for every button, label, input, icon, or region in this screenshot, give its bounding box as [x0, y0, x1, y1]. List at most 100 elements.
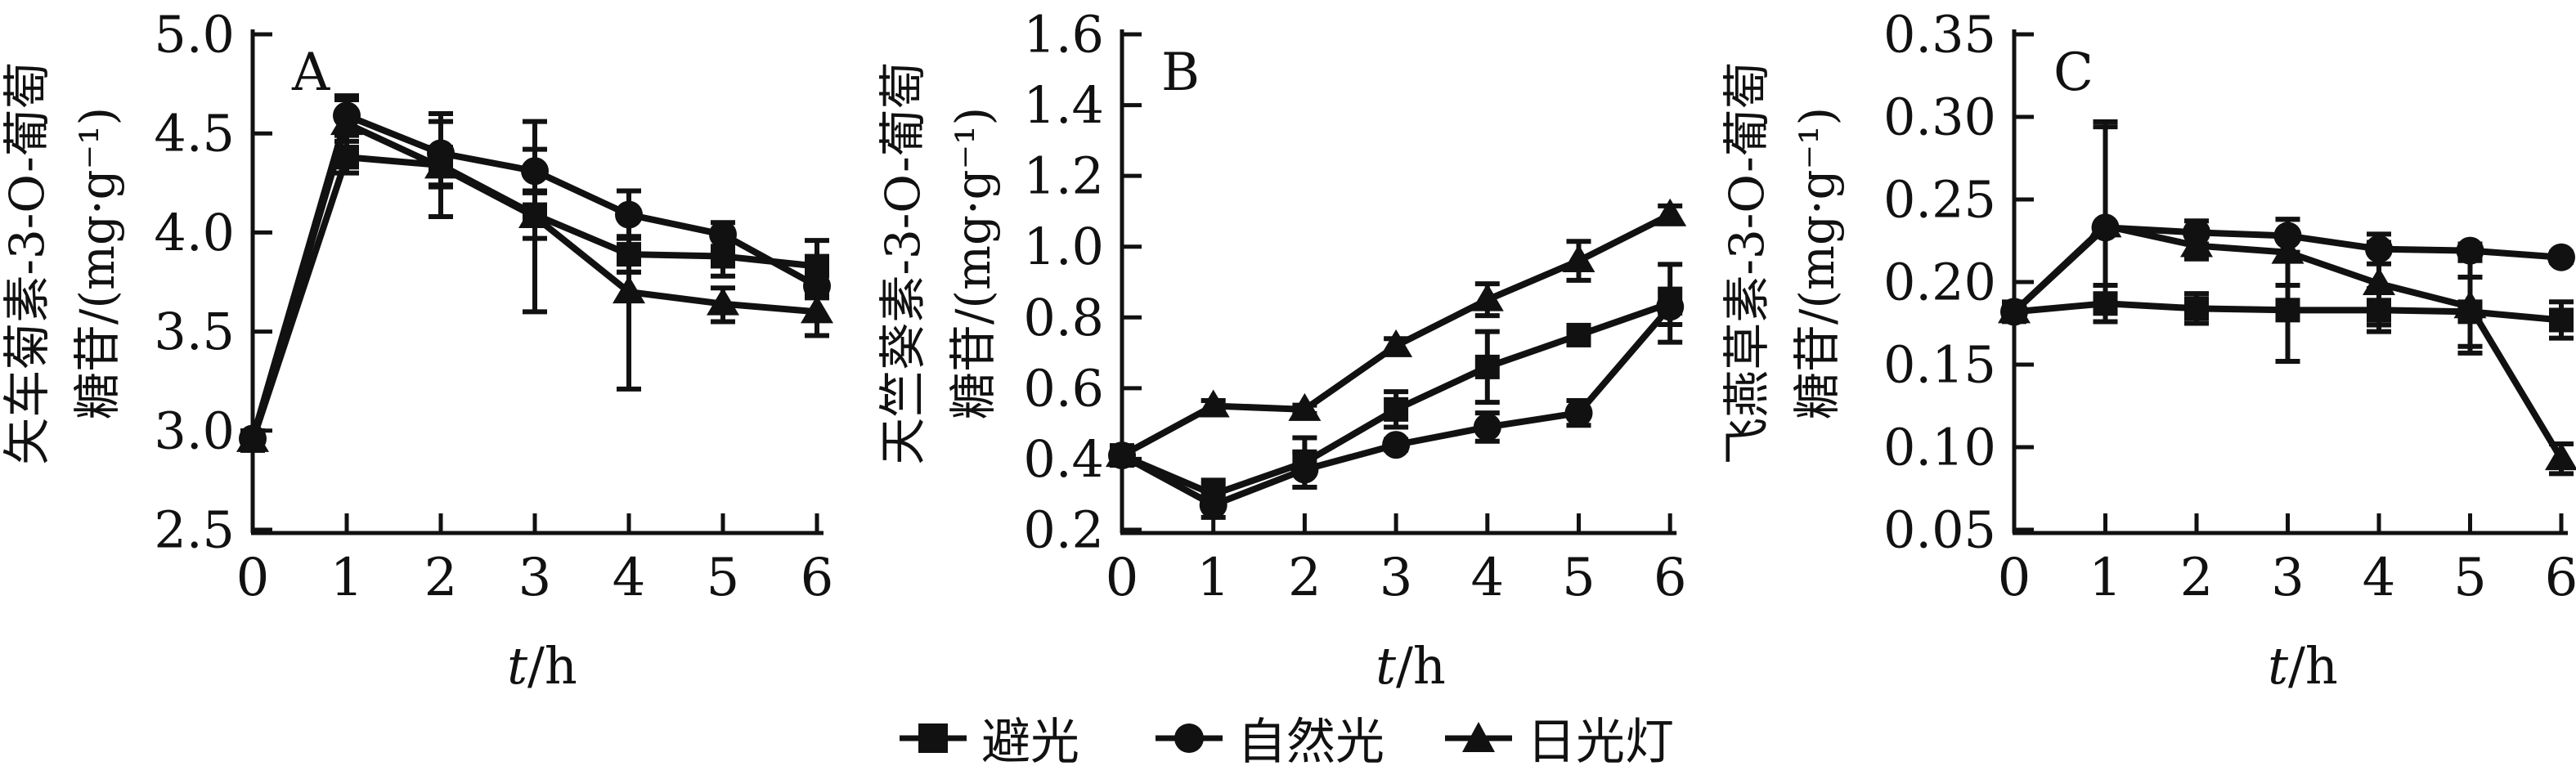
panel-c-y-axis-title: 飞燕草素-3-O-葡萄 糖苷/(mg·g⁻¹)	[1712, 61, 1852, 464]
panel-c-y-tick-label: 0.05	[1883, 500, 1996, 560]
panel-a-circle-marker	[709, 220, 737, 249]
panel-a-triangle-marker	[330, 107, 363, 136]
panel-b-x-tick-label: 3	[1380, 548, 1413, 608]
panel-c-y-tick-label: 0.35	[1883, 5, 1996, 65]
panel-a-x-tick-label: 5	[707, 548, 740, 608]
panel-a-triangle-marker	[518, 200, 551, 229]
legend: 避光 自然光 日光灯	[867, 710, 1709, 766]
panel-c-triangle-marker	[2453, 290, 2487, 319]
panel-a-y-axis-title: 矢车菊素-3-O-葡萄 糖苷/(mg·g⁻¹)	[0, 61, 132, 464]
panel-c-triangle-marker	[2271, 235, 2304, 264]
panel-c-circle-marker	[2365, 235, 2393, 263]
panel-a-triangle-marker	[801, 295, 833, 324]
panel-c-x-tick-label: 6	[2545, 548, 2576, 608]
panel-a-triangle-marker	[707, 287, 739, 316]
panel-b-triangle-marker	[1470, 283, 1504, 311]
panel-c-y-axis-title-line1: 飞燕草素-3-O-葡萄	[1719, 61, 1775, 465]
panel-c-square-marker	[2093, 291, 2118, 316]
panel-c-circle-marker	[2273, 222, 2302, 250]
panel-c-y-tick-label: 0.15	[1883, 335, 1996, 395]
panel-a-y-axis-title-line2: 糖苷/(mg·g⁻¹)	[70, 106, 125, 420]
panel-a-y-tick-label: 3.5	[154, 302, 235, 361]
panel-b-x-tick-label: 6	[1654, 548, 1687, 608]
panel-b-y-tick-label: 0.8	[1023, 288, 1104, 347]
panel-c-square-marker	[2184, 296, 2209, 321]
panel-c-letter: C	[2053, 43, 2094, 103]
panel-b-x-tick-label: 0	[1106, 548, 1139, 608]
panel-c-x-tick-label: 5	[2453, 548, 2487, 608]
panel-c-triangle-marker	[2089, 209, 2122, 238]
panel-b-x-tick-label: 4	[1470, 548, 1504, 608]
panel-c-y-axis-title-line2: 糖苷/(mg·g⁻¹)	[1789, 106, 1845, 420]
panel-c-y-tick-label: 0.30	[1883, 87, 1996, 147]
panel-c-y-tick-label: 0.25	[1883, 170, 1996, 230]
panel-b-x-tick-label: 1	[1196, 548, 1230, 608]
circle-icon	[1156, 723, 1223, 753]
panel-b-y-tick-label: 0.4	[1023, 429, 1104, 489]
panel-c-triangle-marker	[2363, 267, 2395, 296]
panel-b-circle-marker	[1290, 455, 1319, 484]
panel-c-y-tick-label: 0.10	[1883, 418, 1996, 477]
panel-a-triangle-marker	[236, 423, 269, 452]
panel-a-y-tick-label: 4.5	[154, 104, 235, 164]
panel-c-x-tick-label: 2	[2180, 548, 2214, 608]
panel-b-triangle-marker	[1380, 329, 1413, 357]
panel-b-y-tick-label: 1.4	[1023, 75, 1104, 135]
legend-label-natural-light: 自然光	[1237, 714, 1384, 766]
panel-a-x-axis-variable: t	[507, 636, 528, 696]
panel-c-square-marker	[2275, 298, 2300, 323]
panel-c-x-tick-label: 1	[2089, 548, 2122, 608]
panel-b-y-tick-label: 1.0	[1023, 217, 1104, 276]
panel-b-y-axis-title: 天竺葵素-3-O-葡萄 糖苷/(mg·g⁻¹)	[868, 61, 1008, 464]
panel-a-y-tick-label: 5.0	[154, 5, 235, 65]
panel-a-x-tick-label: 2	[424, 548, 458, 608]
panel-b-triangle-marker	[1106, 439, 1138, 468]
legend-label-dark: 避光	[981, 714, 1079, 766]
panel-a-y-tick-label: 3.0	[154, 401, 235, 460]
panel-c-y-tick-label: 0.20	[1883, 253, 1996, 312]
panel-a-x-tick-label: 1	[330, 548, 364, 608]
panel-c-triangle-marker	[2545, 442, 2576, 471]
panel-a-letter: A	[292, 43, 330, 103]
panel-b-x-axis-title: t/h	[1304, 636, 1517, 696]
legend-item-natural-light: 自然光	[1156, 710, 1384, 766]
panel-b-triangle-marker	[1196, 389, 1230, 418]
panel-b-x-axis-variable: t	[1376, 636, 1397, 696]
panel-c-triangle-marker	[2180, 229, 2213, 258]
panel-c-x-axis-variable: t	[2268, 636, 2289, 696]
panel-c-triangle-marker	[1998, 295, 2031, 324]
panel-b-x-axis-unit: /h	[1396, 636, 1446, 696]
triangle-icon	[1445, 721, 1512, 752]
panel-a-x-axis-unit: /h	[527, 636, 577, 696]
panel-c-x-tick-label: 4	[2363, 548, 2396, 608]
panel-c-x-tick-label: 3	[2271, 548, 2304, 608]
panel-c-square-marker	[2367, 298, 2391, 323]
panel-b-y-tick-label: 1.6	[1023, 5, 1104, 65]
panel-a-circle-marker	[521, 157, 549, 186]
panel-b-x-tick-label: 2	[1288, 548, 1322, 608]
panel-a-circle-marker	[615, 200, 643, 229]
panel-a-y-axis-title-line1: 矢车菊素-3-O-葡萄	[0, 61, 55, 465]
panel-c-circle-marker	[2547, 243, 2575, 271]
panel-b-circle-marker	[1656, 293, 1685, 321]
panel-a-y-tick-label: 4.0	[154, 203, 235, 262]
panel-c-square-marker	[2549, 307, 2574, 333]
panel-b-square-marker	[1566, 322, 1591, 347]
panel-b-letter: B	[1161, 43, 1200, 103]
panel-a-square-marker	[617, 242, 641, 267]
square-icon	[900, 723, 967, 753]
panel-a-triangle-marker	[613, 275, 645, 304]
panel-b-square-marker	[1474, 354, 1500, 379]
panel-b-triangle-marker	[1562, 244, 1595, 273]
panel-a-y-tick-label: 2.5	[154, 500, 235, 560]
panel-b-circle-marker	[1199, 491, 1227, 519]
panel-b-y-tick-label: 1.2	[1023, 146, 1104, 206]
panel-a-x-tick-label: 4	[613, 548, 646, 608]
panel-b-y-tick-label: 0.2	[1023, 500, 1104, 560]
panel-c-x-axis-unit: /h	[2288, 636, 2338, 696]
panel-b-square-marker	[1384, 396, 1409, 422]
panel-a-x-tick-label: 3	[518, 548, 552, 608]
legend-label-fluorescent: 日光灯	[1527, 714, 1674, 766]
legend-item-fluorescent: 日光灯	[1445, 710, 1674, 766]
